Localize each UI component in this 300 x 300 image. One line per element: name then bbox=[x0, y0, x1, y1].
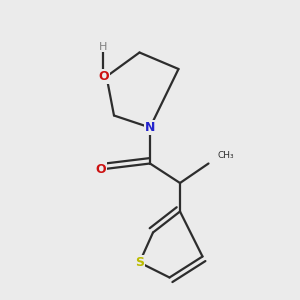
Text: O: O bbox=[98, 70, 109, 83]
Text: O: O bbox=[95, 163, 106, 176]
Text: CH₃: CH₃ bbox=[218, 152, 234, 160]
Text: H: H bbox=[99, 41, 108, 52]
Text: S: S bbox=[135, 256, 144, 269]
Text: N: N bbox=[145, 121, 155, 134]
